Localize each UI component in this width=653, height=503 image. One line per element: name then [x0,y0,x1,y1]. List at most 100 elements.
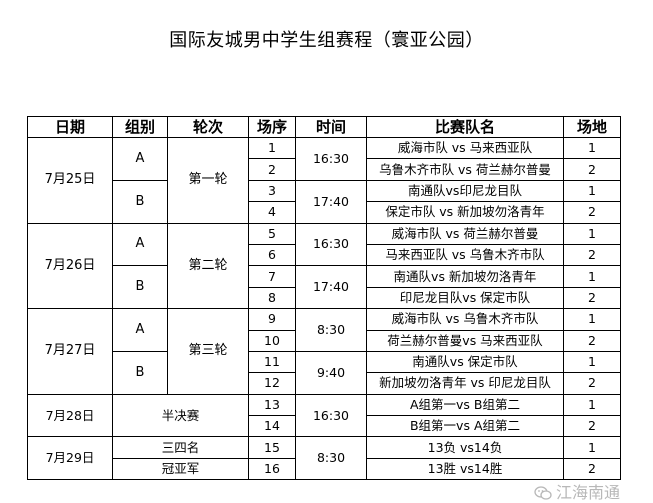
venue-cell: 2 [563,286,621,310]
match-no-cell: 1 [248,136,296,160]
table-row: B 3 17:40 南通队vs印尼龙目队 1 [28,179,621,224]
time-cell: 8:30 [295,436,367,481]
round-cell: 第三轮 [167,308,249,395]
venue-cell: 1 [563,222,621,245]
header-date: 日期 [27,116,113,138]
time-cell: 9:40 [295,350,367,395]
match-no-cell: 4 [248,201,296,224]
header-row: 日期 组别 轮次 场序 时间 比赛队名 场地 [27,116,621,138]
table-row: 6 马来西亚队 vs 乌鲁木齐市队 2 [28,243,621,267]
group-cell: B [112,265,168,310]
match-no-cell: 13 [248,393,296,417]
date-cell: 7月29日 [27,436,113,481]
group-cell: A [112,222,168,267]
round-cell: 第一轮 [167,137,249,224]
match-no-cell: 6 [248,243,296,267]
table-row: B 7 17:40 南通队vs 新加坡勿洛青年 1 [28,265,621,310]
teams-cell: 南通队vs 保定市队 [366,350,564,374]
teams-cell: 印尼龙目队vs 保定市队 [366,286,564,310]
stage-cell: 冠亚军 [112,457,249,481]
table-row: 14 B组第一vs A组第二 2 [28,415,621,438]
match-no-cell: 5 [248,222,296,245]
stage-cell: 三四名 [112,436,249,459]
time-cell: 17:40 [295,265,367,310]
table-row: 7月26日 A 第二轮 5 16:30 威海市队 vs 荷兰赫尔普曼 1 [27,222,621,310]
venue-cell: 2 [563,457,621,481]
group-cell: A [112,308,168,352]
watermark-text: 江海南通 [555,483,620,502]
venue-cell: 1 [563,350,621,374]
header-group: 组别 [112,116,168,138]
watermark: 江海南通 [534,484,620,501]
venue-cell: 1 [563,393,621,417]
venue-cell: 1 [563,179,621,203]
match-no-cell: 7 [248,265,296,288]
header-time: 时间 [295,116,367,138]
match-no-cell: 11 [248,350,296,374]
date-cell: 7月26日 [27,222,113,310]
date-cell: 7月28日 [27,393,113,438]
table-row: 7月25日 A 第一轮 1 16:30 威海市队 vs 马来西亚队 1 [27,136,621,224]
venue-cell: 2 [563,201,621,224]
teams-cell: 荷兰赫尔普曼vs 马来西亚队 [366,329,564,352]
venue-cell: 2 [563,415,621,438]
round-cell: 第二轮 [167,222,249,310]
teams-cell: 13负 vs14负 [366,436,564,459]
teams-cell: 马来西亚队 vs 乌鲁木齐市队 [366,243,564,267]
teams-cell: 保定市队 vs 新加坡勿洛青年 [366,201,564,224]
match-no-cell: 8 [248,286,296,310]
venue-cell: 2 [563,329,621,352]
table-row: 2 乌鲁木齐市队 vs 荷兰赫尔普曼 2 [28,158,621,181]
table-row: 7月28日 半决赛 13 16:30 A组第一vs B组第二 1 [27,393,621,438]
venue-cell: 2 [563,158,621,181]
match-no-cell: 12 [248,372,296,395]
teams-cell: 南通队vs 新加坡勿洛青年 [366,265,564,288]
table-row: 7月27日 A 第三轮 9 8:30 威海市队 vs 乌鲁木齐市队 1 [27,308,621,395]
date-cell: 7月25日 [27,137,113,224]
teams-cell: A组第一vs B组第二 [366,393,564,417]
group-cell: B [112,179,168,224]
teams-cell: 13胜 vs14胜 [366,457,564,481]
table-row: 4 保定市队 vs 新加坡勿洛青年 2 [28,201,621,224]
table-row: 7月29日 三四名 15 8:30 13负 vs14负 1 [27,436,621,481]
teams-cell: 威海市队 vs 乌鲁木齐市队 [366,308,564,331]
venue-cell: 2 [563,372,621,395]
venue-cell: 1 [563,265,621,288]
header-match-no: 场序 [248,116,296,138]
page-title: 国际友城男中学生组赛程（寰亚公园） [169,30,484,51]
teams-cell: B组第一vs A组第二 [366,415,564,438]
venue-cell: 1 [563,308,621,331]
venue-cell: 1 [563,436,621,459]
match-no-cell: 2 [248,158,296,181]
match-no-cell: 14 [248,415,296,438]
table-row: 冠亚军 16 13胜 vs14胜 2 [28,457,621,481]
teams-cell: 乌鲁木齐市队 vs 荷兰赫尔普曼 [366,158,564,181]
table-row: 8 印尼龙目队vs 保定市队 2 [28,286,621,310]
schedule-table: 日期 组别 轮次 场序 时间 比赛队名 场地 7月25日 A 第一轮 1 16:30 威海… [27,116,621,481]
time-cell: 8:30 [295,308,367,352]
time-cell: 16:30 [295,393,367,438]
match-no-cell: 3 [248,179,296,203]
header-teams: 比赛队名 [366,116,564,138]
group-cell: B [112,350,168,395]
match-no-cell: 15 [248,436,296,459]
venue-cell: 2 [563,243,621,267]
header-round: 轮次 [167,116,249,138]
teams-cell: 南通队vs印尼龙目队 [366,179,564,203]
date-cell: 7月27日 [27,308,113,395]
teams-cell: 威海市队 vs 荷兰赫尔普曼 [366,222,564,245]
table-row: B 11 9:40 南通队vs 保定市队 1 [28,350,621,395]
teams-cell: 新加坡勿洛青年 vs 印尼龙目队 [366,372,564,395]
time-cell: 16:30 [295,222,367,267]
table-row: 10 荷兰赫尔普曼vs 马来西亚队 2 [28,329,621,352]
time-cell: 16:30 [295,137,367,181]
table-row: 12 新加坡勿洛青年 vs 印尼龙目队 2 [28,372,621,395]
teams-cell: 威海市队 vs 马来西亚队 [366,136,564,160]
group-cell: A [112,137,168,181]
match-no-cell: 9 [248,308,296,331]
match-no-cell: 10 [248,329,296,352]
venue-cell: 1 [563,136,621,160]
stage-cell: 半决赛 [112,393,249,438]
match-no-cell: 16 [248,457,296,481]
wechat-icon [534,485,552,500]
